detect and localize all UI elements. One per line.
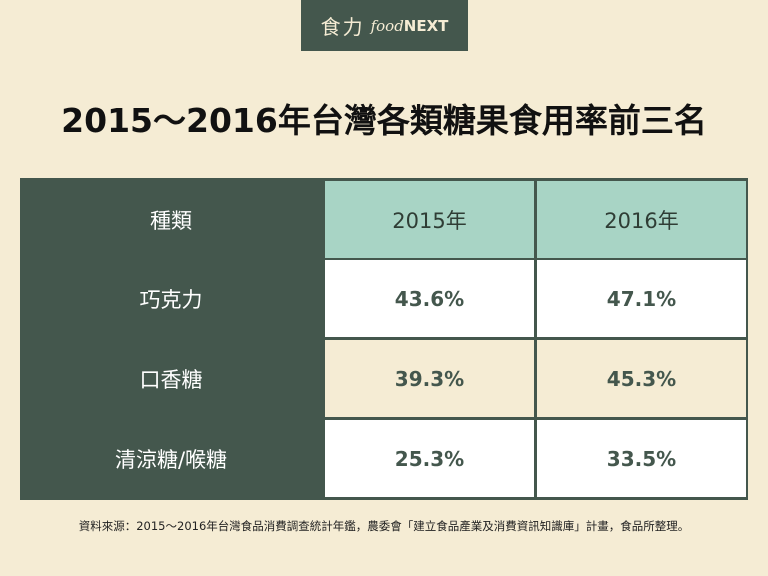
logo-english: foodNEXT	[371, 17, 449, 35]
logo-en-prefix: food	[370, 16, 404, 35]
table-cell-value: 33.5%	[537, 420, 746, 497]
logo-en-suffix: NEXT	[403, 16, 449, 35]
header-2015: 2015年	[325, 181, 534, 258]
logo-chinese: 食力	[320, 15, 365, 39]
data-table: 種類 2015年 2016年巧克力 43.6% 47.1% 口香糖 39.3% 45.3% 清涼…	[20, 178, 748, 500]
table-cell-value: 45.3%	[537, 340, 746, 417]
foodnext-logo: 食力 foodNEXT	[301, 0, 468, 51]
row-label: 清涼糖/喉糖	[114, 447, 228, 472]
table-cell-value: 25.3%	[325, 420, 534, 497]
header-category: 種類	[150, 208, 192, 233]
table-cell-value: 43.6%	[325, 260, 534, 337]
table-cell-value: 39.3%	[325, 340, 534, 417]
page-title: 2015～2016年台灣各類糖果食用率前三名	[61, 101, 707, 140]
row-label: 巧克力	[139, 287, 203, 312]
header-2016: 2016年	[537, 181, 746, 258]
row-label: 口香糖	[139, 367, 203, 392]
table-cell-value: 47.1%	[537, 260, 746, 337]
source-footnote: 資料來源：2015～2016年台灣食品消費調查統計年鑑，農委會「建立食品產業及消…	[78, 519, 690, 533]
